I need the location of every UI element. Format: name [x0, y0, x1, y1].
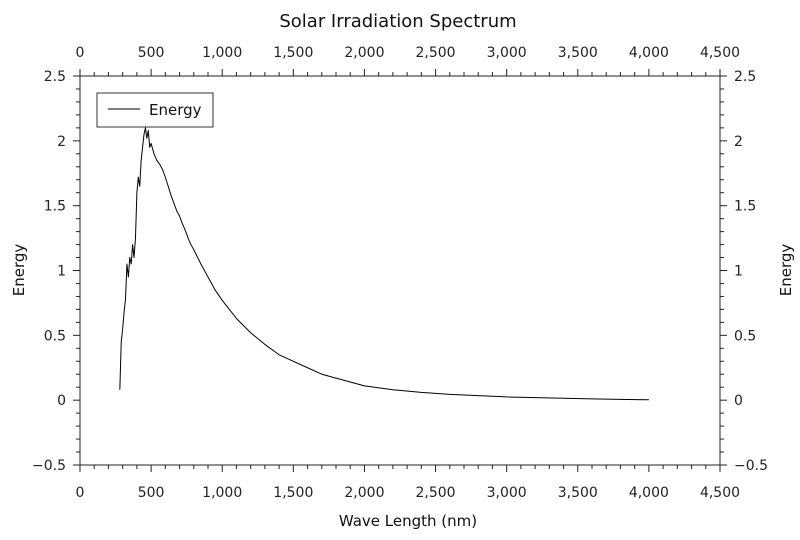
- y-tick-label-left: 1.5: [44, 199, 66, 215]
- y-axis-title-right: Energy: [777, 244, 795, 297]
- x-tick-label-bottom: 2,500: [416, 485, 456, 501]
- axis-ticks: [73, 69, 727, 472]
- legend-box: [96, 92, 214, 128]
- axes-frame: [79, 75, 721, 466]
- x-tick-label-top: 2,000: [344, 45, 384, 61]
- x-tick-label-top: 3,500: [558, 45, 598, 61]
- y-tick-label-right: 1: [734, 264, 743, 280]
- x-tick-label-bottom: 3,000: [487, 485, 527, 501]
- x-tick-label-top: 3,000: [487, 45, 527, 61]
- x-tick-label-bottom: 1,000: [202, 485, 242, 501]
- x-tick-label-top: 1,000: [202, 45, 242, 61]
- x-tick-label-bottom: 2,000: [344, 485, 384, 501]
- y-tick-label-right: 2: [734, 134, 743, 150]
- y-tick-label-left: 2: [57, 134, 66, 150]
- y-tick-label-left: −0.5: [32, 458, 66, 474]
- x-tick-label-top: 4,000: [629, 45, 669, 61]
- chart-title: Solar Irradiation Spectrum: [279, 11, 516, 32]
- y-tick-label-left: 1: [57, 264, 66, 280]
- y-tick-label-right: 0: [734, 393, 743, 409]
- y-tick-label-right: −0.5: [734, 458, 768, 474]
- x-tick-label-bottom: 500: [138, 485, 165, 501]
- y-tick-label-right: 0.5: [734, 328, 756, 344]
- x-tick-label-bottom: 4,500: [700, 485, 740, 501]
- series-layer: [119, 127, 649, 401]
- y-tick-label-right: 2.5: [734, 69, 756, 85]
- tick-labels: 0 0 500 500 1,000 1,000 1,500 1,500 2,000 2,000 2,…: [32, 45, 768, 501]
- series-line-energy: [119, 127, 649, 401]
- x-tick-label-bottom: 3,500: [558, 485, 598, 501]
- x-tick-label-bottom: 0: [76, 485, 85, 501]
- x-tick-label-top: 0: [76, 45, 85, 61]
- x-tick-label-top: 500: [138, 45, 165, 61]
- y-tick-label-left: 0: [57, 393, 66, 409]
- plot-frame: [79, 75, 721, 466]
- x-tick-label-top: 2,500: [416, 45, 456, 61]
- x-tick-label-bottom: 4,000: [629, 485, 669, 501]
- y-tick-label-right: 1.5: [734, 199, 756, 215]
- x-tick-label-top: 4,500: [700, 45, 740, 61]
- x-tick-label-bottom: 1,500: [273, 485, 313, 501]
- y-tick-label-left: 0.5: [44, 328, 66, 344]
- y-tick-label-left: 2.5: [44, 69, 66, 85]
- legend: Energy: [96, 92, 214, 128]
- x-tick-label-top: 1,500: [273, 45, 313, 61]
- legend-label-energy: Energy: [149, 101, 202, 119]
- y-axis-title-left: Energy: [10, 244, 28, 297]
- x-axis-title: Wave Length (nm): [339, 512, 477, 530]
